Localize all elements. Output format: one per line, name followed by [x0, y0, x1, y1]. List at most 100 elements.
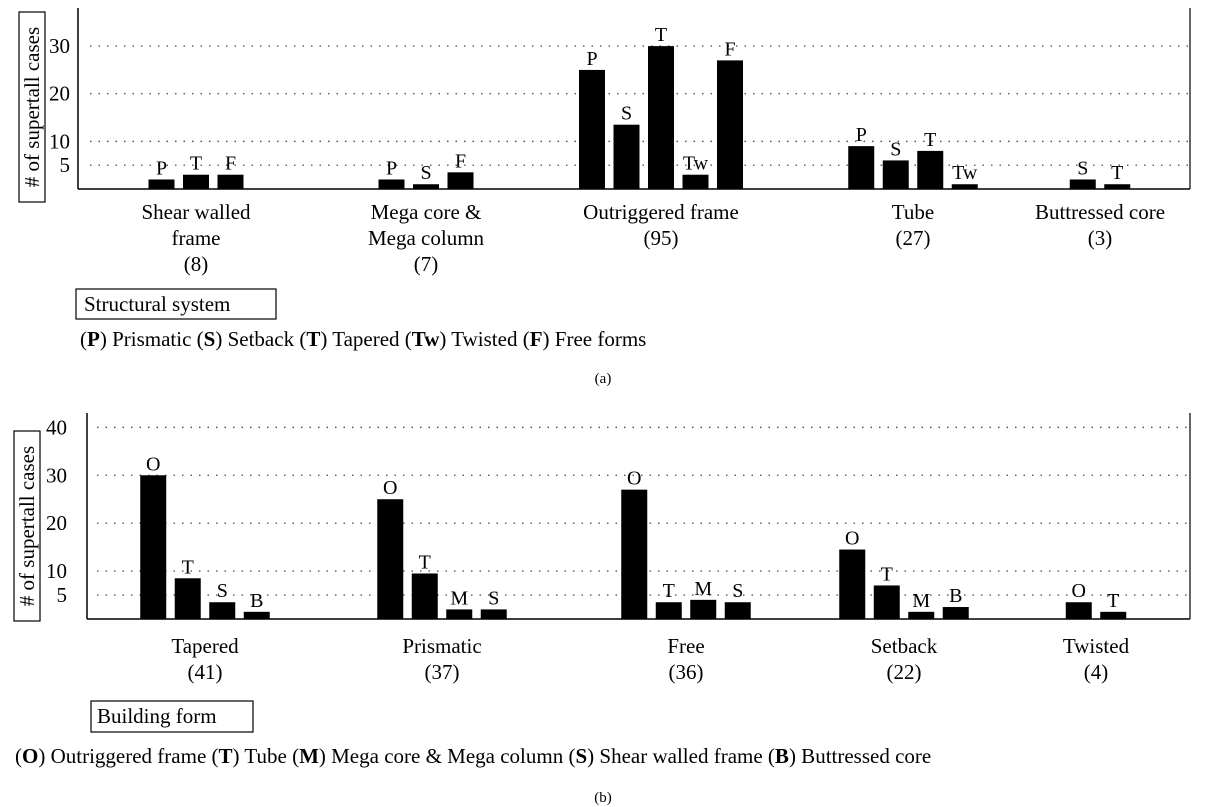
bar-key-label: P	[386, 157, 397, 179]
legend-paren: (	[287, 744, 299, 768]
legend-paren: (	[206, 744, 218, 768]
category-count-label: (37)	[425, 660, 460, 684]
bar-shear-walled-frame-p	[148, 179, 175, 189]
subfigure-caption: (b)	[594, 790, 612, 806]
bar-prismatic-o	[377, 499, 404, 619]
bar-key-label: S	[890, 138, 901, 160]
category-count-label: (3)	[1088, 226, 1113, 250]
legend-key: T	[219, 744, 233, 768]
bar-key-label: T	[655, 24, 667, 46]
bar-outriggered-frame-s	[613, 124, 640, 189]
category-label: Shear walled	[141, 200, 251, 224]
bar-key-label: F	[455, 150, 466, 172]
bar-key-label: M	[450, 587, 468, 609]
y-tick-label: 20	[46, 511, 67, 535]
category-label: Tube	[892, 200, 934, 224]
bar-free-o	[621, 489, 648, 619]
bar-key-label: T	[924, 129, 936, 151]
legend-key: F	[530, 327, 543, 351]
bar-key-label: B	[250, 590, 263, 612]
bar-key-label: T	[190, 153, 202, 175]
category-title: Building form	[97, 704, 217, 728]
bar-outriggered-frame-t	[648, 46, 674, 190]
bar-buttressed-core-s	[1069, 179, 1096, 189]
category-label: Buttressed core	[1035, 200, 1165, 224]
bar-key-label: S	[732, 580, 743, 602]
legend-paren: (	[563, 744, 575, 768]
bar-key-label: P	[586, 48, 597, 70]
bar-key-label: S	[420, 162, 431, 184]
bar-tube-t	[917, 150, 944, 189]
bar-mega-core-mega-column-p	[378, 179, 405, 189]
legend: (O) Outriggered frame (T) Tube (M) Mega …	[15, 744, 931, 768]
bar-key-label: O	[1072, 580, 1086, 602]
y-axis-label-box	[18, 11, 46, 203]
y-axis-label-box	[13, 430, 41, 622]
category-label: Mega column	[368, 226, 485, 250]
category-count-label: (22)	[887, 660, 922, 684]
bar-key-label: O	[383, 477, 397, 499]
bar-free-s	[724, 602, 751, 619]
y-axis-title: # of supertall cases	[13, 430, 41, 622]
legend-key: B	[775, 744, 789, 768]
bar-setback-b	[942, 607, 969, 619]
y-tick-label: 20	[49, 82, 70, 106]
legend-label: ) Shear walled frame	[587, 744, 763, 768]
bar-key-label: O	[627, 468, 641, 490]
category-count-label: (4)	[1084, 660, 1109, 684]
legend-key: M	[299, 744, 319, 768]
legend-paren: (	[400, 327, 412, 351]
bar-setback-m	[908, 611, 935, 619]
bar-key-label: B	[949, 585, 962, 607]
y-axis-label: # of supertall cases	[15, 446, 39, 606]
bar-key-label: Tw	[683, 153, 709, 175]
legend-key: S	[575, 744, 587, 768]
category-count-label: (27)	[896, 226, 931, 250]
bar-key-label: T	[419, 551, 431, 573]
bar-key-label: T	[663, 580, 675, 602]
bar-prismatic-s	[480, 609, 507, 619]
bar-mega-core-mega-column-f	[447, 172, 474, 189]
chart-a: 510 20 30# of supertall cases P T F Shear wall…	[18, 8, 1191, 387]
category-count-label: (41)	[188, 660, 223, 684]
bar-buttressed-core-t	[1104, 184, 1131, 189]
bar-key-label: T	[182, 556, 194, 578]
bar-prismatic-m	[446, 609, 473, 619]
bar-key-label: F	[724, 38, 735, 60]
bar-tapered-o	[140, 475, 167, 619]
bar-key-label: T	[1107, 590, 1119, 612]
legend-key: S	[204, 327, 216, 351]
bar-setback-t	[873, 585, 900, 619]
category-count-label: (95)	[644, 226, 679, 250]
bar-key-label: S	[488, 587, 499, 609]
bar-shear-walled-frame-t	[183, 174, 209, 189]
legend-key: Tw	[412, 327, 440, 351]
y-tick-label: 30	[49, 34, 70, 58]
bar-tapered-s	[209, 602, 236, 619]
legend-key: O	[22, 744, 38, 768]
category-title-box	[90, 700, 254, 733]
legend-label: ) Mega core & Mega column	[319, 744, 564, 768]
bar-prismatic-t	[411, 573, 438, 619]
y-tick-label: 10	[46, 559, 67, 583]
bar-free-m	[690, 599, 717, 619]
bar-free-t	[655, 602, 682, 619]
bar-key-label: P	[156, 157, 167, 179]
y-tick-label: 30	[46, 463, 67, 487]
legend-paren: (	[80, 327, 87, 351]
legend: (P) Prismatic (S) Setback (T) Tapered (T…	[80, 327, 646, 351]
bar-key-label: S	[217, 580, 228, 602]
bar-shear-walled-frame-f	[217, 174, 244, 189]
bar-tube-tw	[951, 184, 978, 189]
bar-tube-p	[848, 146, 875, 189]
y-tick-label: 40	[46, 415, 67, 439]
bar-twisted-t	[1100, 611, 1127, 619]
legend-label: ) Tapered	[320, 327, 400, 351]
y-tick-label: 10	[49, 129, 70, 153]
subfigure-caption: (a)	[595, 371, 612, 387]
category-label: frame	[172, 226, 221, 250]
bar-outriggered-frame-f	[717, 60, 743, 189]
legend-paren: (	[294, 327, 306, 351]
